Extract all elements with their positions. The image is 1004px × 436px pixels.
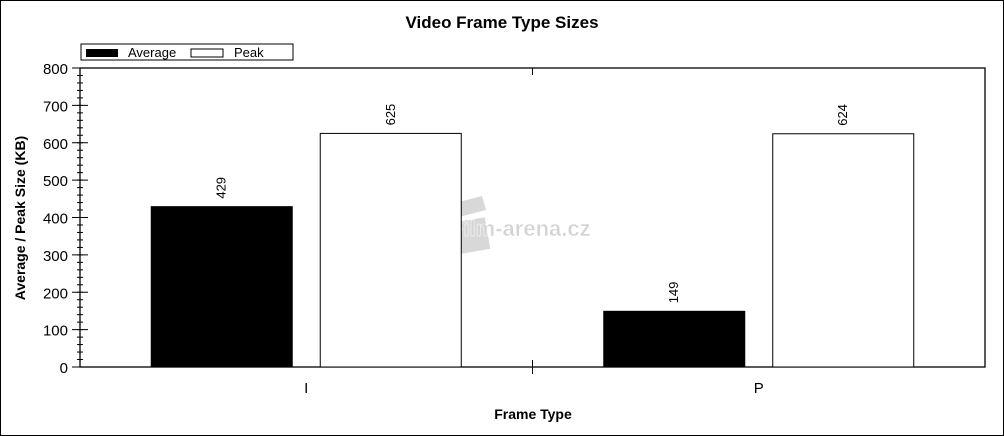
- y-tick-label: 400: [43, 211, 68, 228]
- data-label: 149: [666, 282, 681, 304]
- bar-average-i: [150, 206, 293, 368]
- y-axis-label: Average / Peak Size (KB): [12, 136, 28, 300]
- bar-average-p: [603, 310, 746, 368]
- bar-peak-i: [319, 132, 462, 368]
- legend-label-peak: Peak: [234, 45, 264, 60]
- legend-swatch-average: [86, 49, 118, 57]
- chart-title: Video Frame Type Sizes: [405, 13, 598, 32]
- data-label: 429: [214, 177, 229, 199]
- y-tick-label: 0: [60, 360, 68, 377]
- y-tick-label: 300: [43, 248, 68, 265]
- y-tick-label: 500: [43, 173, 68, 190]
- bar-peak-p: [772, 133, 915, 368]
- y-tick-label: 100: [43, 323, 68, 340]
- legend-label-average: Average: [128, 45, 176, 60]
- x-tick-label: P: [754, 380, 764, 397]
- data-label: 625: [383, 104, 398, 126]
- y-tick-label: 700: [43, 98, 68, 115]
- x-axis-label: Frame Type: [494, 406, 572, 422]
- legend: Average Peak: [80, 43, 294, 61]
- y-tick-label: 800: [43, 61, 68, 78]
- legend-swatch-peak: [190, 48, 224, 58]
- data-label: 624: [835, 104, 850, 126]
- watermark-text: Film-arena.cz: [450, 216, 591, 241]
- y-tick-label: 200: [43, 285, 68, 302]
- x-tick-label: I: [304, 380, 308, 397]
- y-tick-label: 600: [43, 136, 68, 153]
